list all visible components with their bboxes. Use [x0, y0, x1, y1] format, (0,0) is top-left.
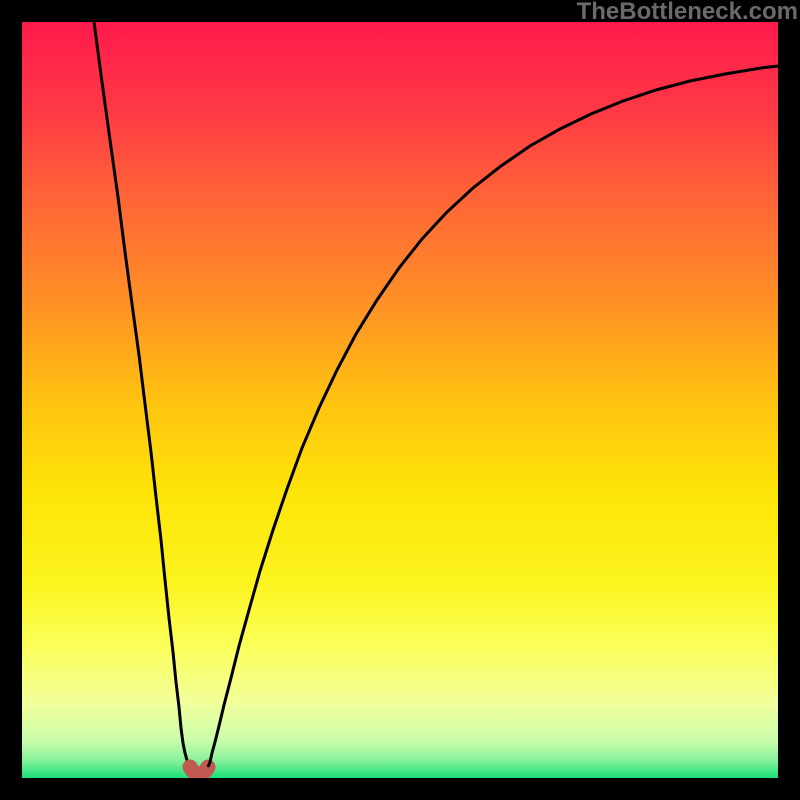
- chart-frame: TheBottleneck.com: [0, 0, 800, 800]
- plot-svg: [22, 22, 778, 778]
- watermark-text: TheBottleneck.com: [577, 0, 800, 26]
- gradient-background: [22, 22, 778, 778]
- notch-mark: [190, 767, 208, 775]
- plot-area: [22, 22, 778, 778]
- chart-stage: TheBottleneck.com: [0, 0, 800, 800]
